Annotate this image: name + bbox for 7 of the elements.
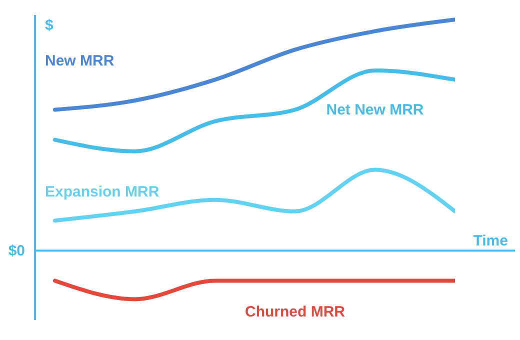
text: New MRR (45, 52, 114, 70)
x-axis-title: Time (473, 232, 508, 250)
y-axis-title: $ (45, 17, 54, 34)
ref-line-label: $0 (8, 242, 25, 260)
series-label: Expansion MRR (45, 184, 160, 201)
series-label: Net New MRR (326, 101, 424, 118)
series-label: Churned MRR (245, 304, 346, 321)
